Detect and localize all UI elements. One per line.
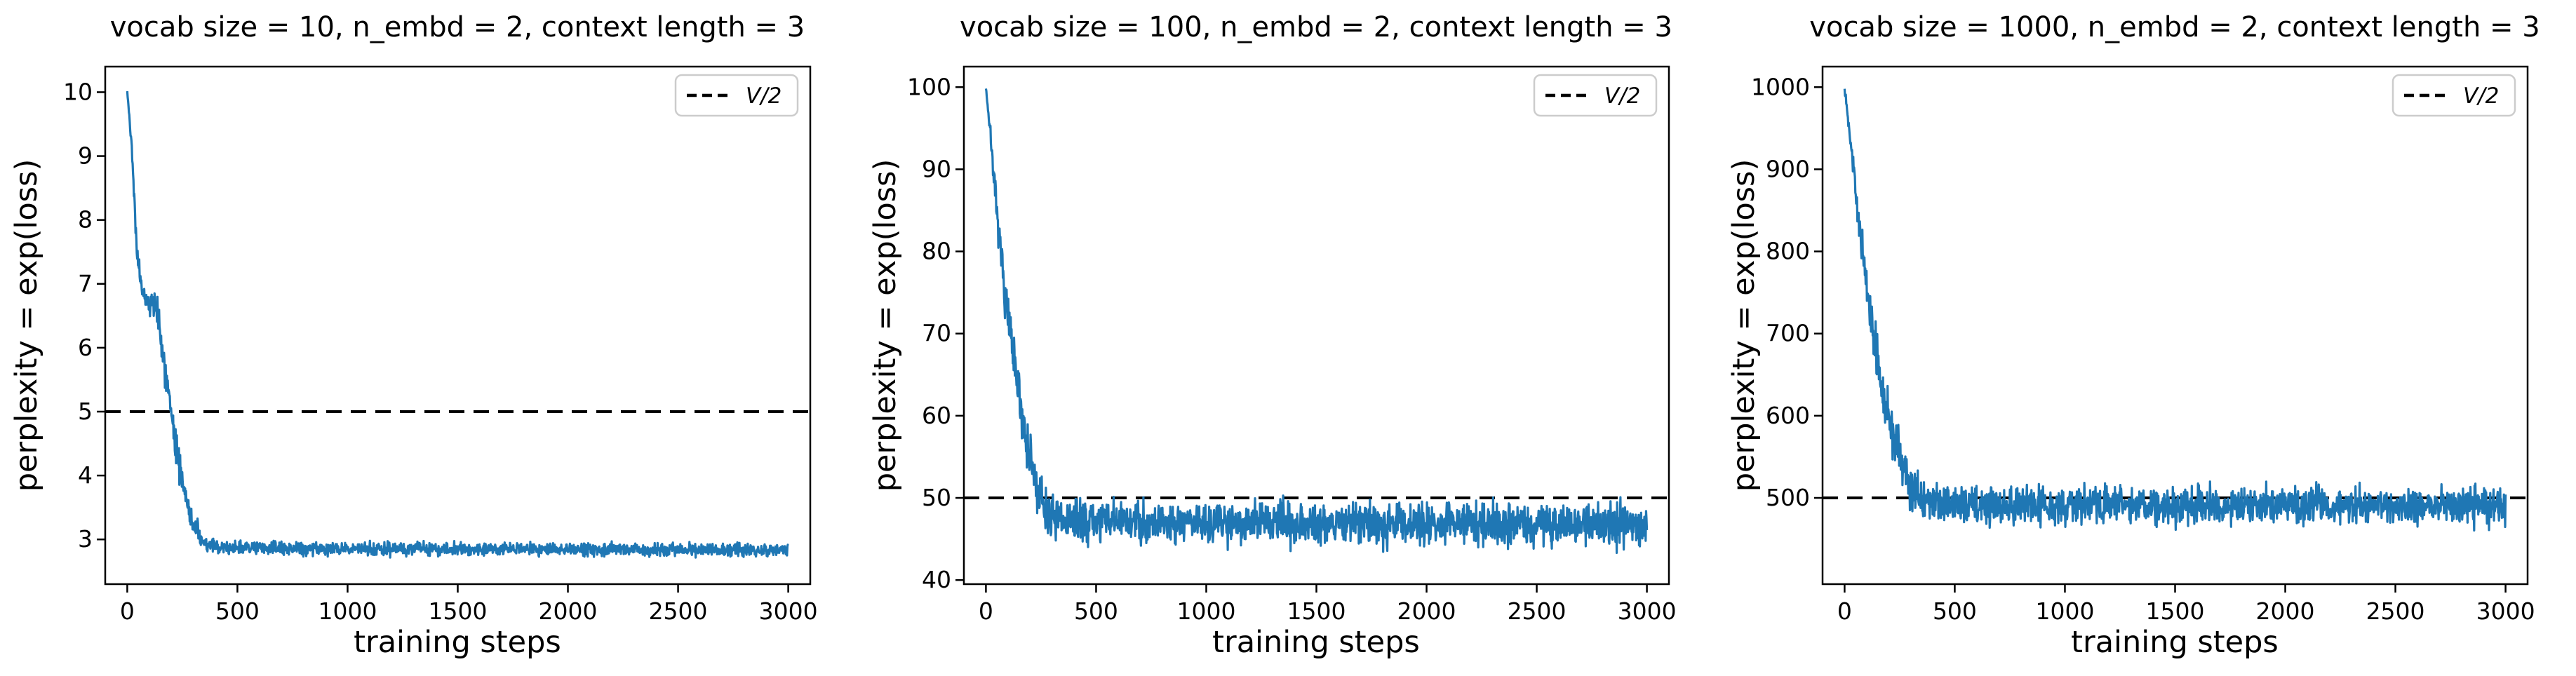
chart-canvas: 0 500 1000 1500 2000 2500 3000405060708090100 …: [868, 11, 1677, 660]
x-tick-label: 500: [1933, 597, 1977, 625]
y-axis-label: perplexity = exp(loss): [9, 159, 44, 492]
x-tick-label: 2000: [2256, 597, 2315, 625]
x-tick-label: 3000: [759, 597, 818, 625]
y-axis-label: perplexity = exp(loss): [868, 159, 903, 492]
plot-border: [962, 65, 1670, 586]
chart-title: vocab size = 10, n_embd = 2, context len…: [110, 11, 805, 43]
x-tick-label: 2500: [1508, 597, 1567, 625]
chart-title: vocab size = 100, n_embd = 2, context le…: [960, 11, 1672, 43]
x-tick-label: 0: [979, 597, 993, 625]
legend: V/2: [1533, 74, 1658, 117]
y-tick-label: 5: [78, 398, 93, 425]
y-tick-label: 90: [922, 155, 951, 182]
x-axis-label: training steps: [354, 625, 561, 660]
x-axis-label: training steps: [1212, 625, 1420, 660]
y-tick-label: 80: [922, 238, 951, 265]
subplot-vocab-10: 0 500 1000 1500 2000 2500 3000 3 4 5 6 7 8 9 10 vocab …: [0, 0, 859, 676]
y-tick-label: 6: [78, 334, 93, 361]
x-tick-label: 2500: [649, 597, 708, 625]
legend-label: V/2: [746, 83, 781, 109]
x-tick-label: 2000: [539, 597, 598, 625]
plot-area: 0 500 1000 1500 2000 2500 3000 40 50 60 70 80 90 100: [907, 65, 1677, 625]
y-tick-label: 100: [907, 73, 951, 100]
y-tick-label: 500: [1766, 484, 1810, 511]
chart-canvas: 0 500 1000 1500 2000 2500 3000 3 4 5 6 7 8 9 10 vocab …: [9, 11, 818, 660]
chart-title: vocab size = 1000, n_embd = 2, context l…: [1809, 11, 2540, 43]
y-tick-label: 60: [922, 402, 951, 429]
x-tick-label: 500: [1074, 597, 1118, 625]
legend: V/2: [2391, 74, 2516, 117]
perplexity-curve: [984, 88, 1649, 555]
y-tick-label: 70: [922, 320, 951, 347]
legend-box: [674, 74, 799, 117]
legend-box: [1533, 74, 1658, 117]
x-tick-label: 1000: [2035, 597, 2094, 625]
x-tick-label: 3000: [1618, 597, 1677, 625]
legend-box: [2391, 74, 2516, 117]
legend: V/2: [674, 74, 799, 117]
plot-area: 0 500 1000 1500 2000 2500 3000 500 600 700 800 900 1…: [1751, 65, 2535, 625]
y-tick-label: 50: [922, 484, 951, 511]
y-tick-label: 3: [78, 525, 93, 553]
x-tick-label: 0: [120, 597, 135, 625]
x-tick-label: 3000: [2476, 597, 2535, 625]
subplot-vocab-100: 0 500 1000 1500 2000 2500 3000 40 50 60 70 80 90 100 …: [859, 0, 1717, 676]
y-tick-label: 4: [78, 461, 93, 489]
y-tick-label: 7: [78, 270, 93, 297]
y-tick-label: 600: [1766, 402, 1810, 429]
x-tick-label: 0: [1837, 597, 1852, 625]
y-tick-label: 900: [1766, 155, 1810, 182]
y-axis-label: perplexity = exp(loss): [1726, 159, 1762, 492]
plot-border: [1821, 65, 2529, 586]
chart-canvas: 0 500 1000 1500 2000 2500 3000 500 600 700 800 900 1…: [1726, 11, 2540, 660]
x-tick-label: 500: [215, 597, 260, 625]
plot-area: 0 500 1000 1500 2000 2500 3000 3 4 5 6 7 8 9 10: [63, 65, 818, 625]
y-tick-label: 9: [78, 142, 93, 170]
y-tick-label: 800: [1766, 238, 1810, 265]
x-tick-label: 1500: [429, 597, 488, 625]
x-tick-label: 2000: [1397, 597, 1456, 625]
x-tick-label: 1500: [2146, 597, 2205, 625]
y-tick-label: 40: [922, 566, 951, 593]
legend-label: V/2: [1604, 83, 1640, 109]
y-tick-label: 8: [78, 206, 93, 234]
perplexity-curve: [126, 90, 789, 559]
plot-border: [104, 65, 812, 586]
y-tick-label: 10: [63, 78, 93, 105]
y-tick-label: 1000: [1751, 73, 1810, 100]
x-tick-label: 1000: [318, 597, 377, 625]
x-tick-label: 1500: [1287, 597, 1346, 625]
y-tick-label: 700: [1766, 320, 1810, 347]
x-tick-label: 2500: [2366, 597, 2425, 625]
subplot-vocab-1000: 0 500 1000 1500 2000 2500 3000 500 600 700 800 900 1…: [1717, 0, 2576, 676]
perplexity-curve: [1843, 88, 2507, 532]
x-tick-label: 1000: [1176, 597, 1235, 625]
x-axis-label: training steps: [2071, 625, 2279, 660]
legend-label: V/2: [2463, 83, 2499, 109]
